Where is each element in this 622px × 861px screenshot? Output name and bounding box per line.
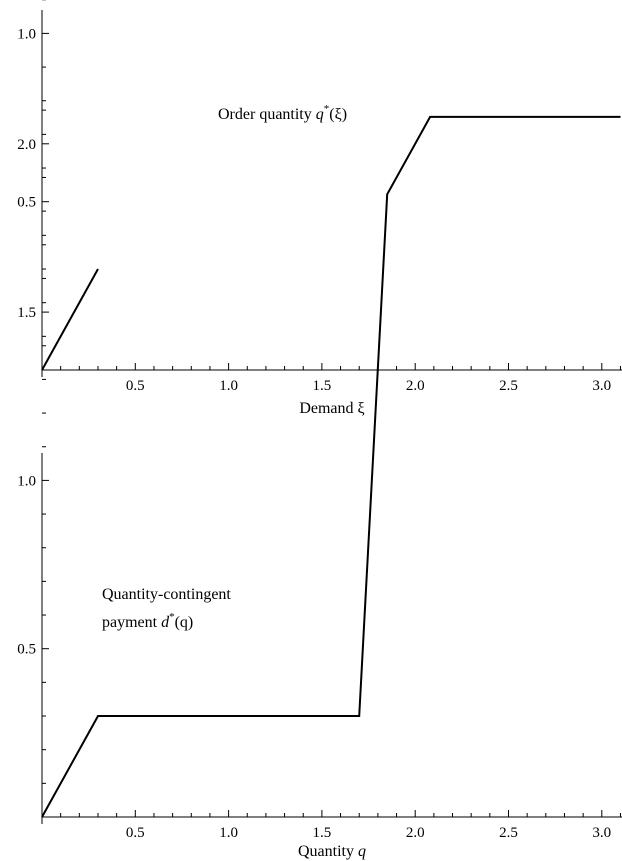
chart-1: 0.51.01.52.02.53.00.51.01.52.0 Demand ξ … [17, 0, 622, 417]
chart-2-x-tick-label: 2.5 [499, 825, 518, 841]
chart-2-x-tick-label: 0.5 [126, 825, 145, 841]
chart-1-x-tick-label: 2.0 [406, 378, 425, 394]
chart-2-series-line [41, 115, 621, 818]
chart-1-x-tick-label: 0.5 [126, 378, 145, 394]
chart-1-x-tick-label: 2.5 [499, 378, 518, 394]
chart-2-x-axis-label: Quantity q [298, 843, 366, 860]
chart-2-y-tick-label: 2.0 [17, 137, 36, 153]
chart-2-x-tick-label: 3.0 [592, 825, 611, 841]
chart-1-x-tick-label: 1.0 [219, 378, 238, 394]
chart-1-x-tick-label: 1.5 [313, 378, 332, 394]
chart-2-annotation-line-1: Quantity-contingent [102, 586, 231, 603]
chart-1-y-tick-label: 0.5 [17, 195, 36, 211]
chart-1-series-line [41, 268, 99, 371]
chart-2-y-tick-label: 1.5 [17, 305, 36, 321]
chart-2: 0.5 1.0 1.5 2.0 2.5 3.0 0.5 1.0 1.5 2.0 Quantity … [17, 109, 622, 860]
chart-1-y-tick-label: 1.0 [17, 26, 36, 42]
chart-2-x-tick-label: 1.5 [313, 825, 332, 841]
chart-2-y-tick-label: 1.0 [17, 473, 36, 489]
chart-1-x-axis-label: Demand ξ [299, 400, 364, 417]
chart-2-x-tick-label: 1.0 [219, 825, 238, 841]
chart-1-x-tick-label: 3.0 [592, 378, 611, 394]
chart-2-x-tick-label: 2.0 [406, 825, 425, 841]
chart-2-annotation-line-2: payment d*(q) [102, 611, 193, 631]
chart-2-y-tick-label: 0.5 [17, 642, 36, 658]
chart-1-annotation: Order quantity q*(ξ) [218, 103, 347, 123]
